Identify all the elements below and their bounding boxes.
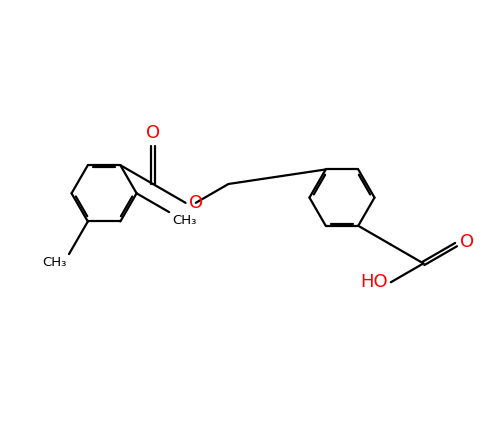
Text: CH₃: CH₃	[172, 214, 196, 227]
Text: CH₃: CH₃	[42, 256, 67, 269]
Text: O: O	[189, 194, 203, 212]
Text: O: O	[146, 124, 160, 142]
Text: HO: HO	[360, 273, 388, 291]
Text: O: O	[460, 233, 474, 251]
